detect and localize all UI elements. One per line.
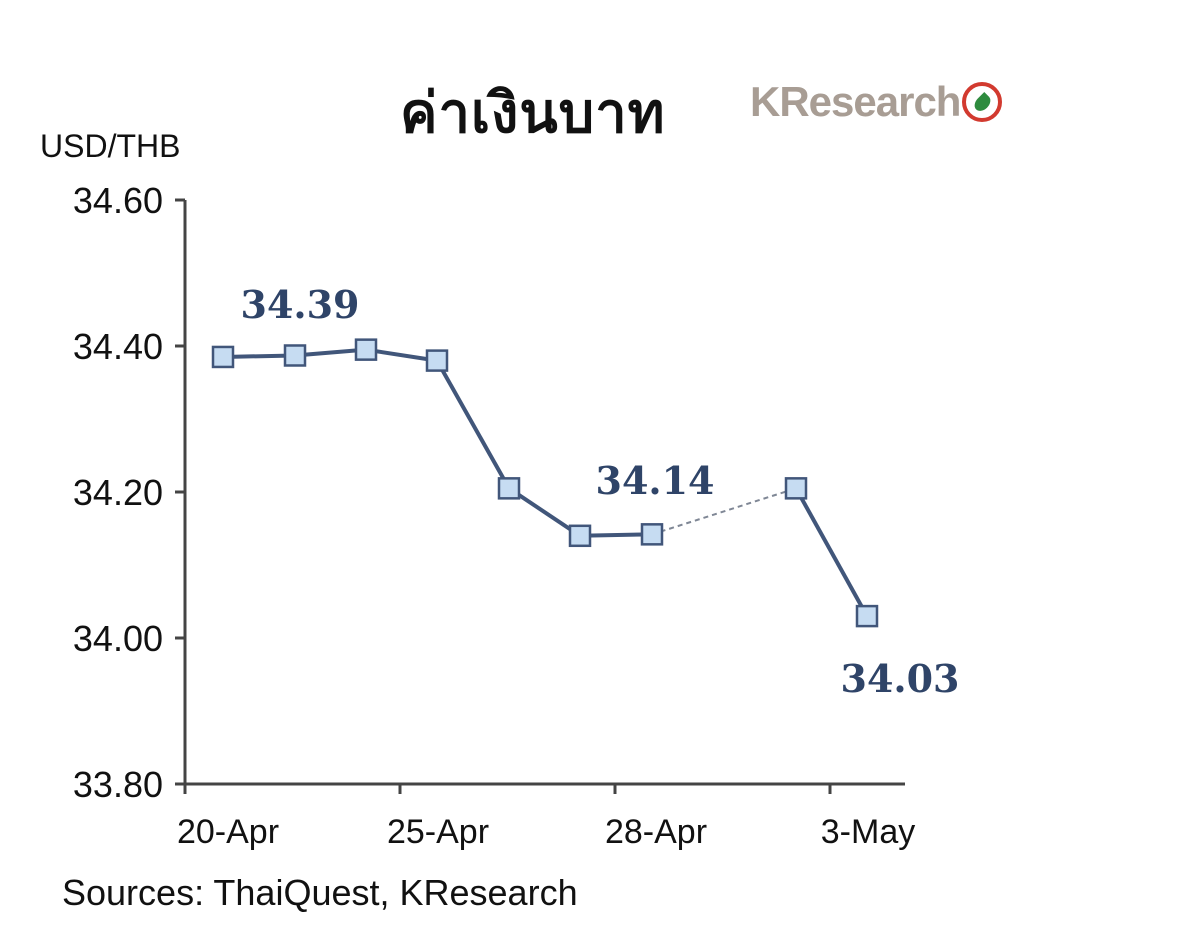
x-tick-label: 25-Apr [387, 813, 489, 851]
data-label: 34.03 [841, 656, 960, 701]
y-tick-label: 34.60 [73, 180, 163, 221]
y-tick-label: 34.20 [73, 472, 163, 513]
kresearch-logo: KResearch [750, 78, 1003, 126]
series-dashed-segment [651, 487, 797, 536]
kbank-leaf-icon [962, 82, 1003, 122]
series-line-segment [435, 359, 511, 490]
y-tick-label: 34.40 [73, 326, 163, 367]
series-line-segment [222, 353, 296, 359]
y-axis-label: USD/THB [40, 128, 181, 164]
data-point-marker [784, 477, 808, 500]
data-point-marker [640, 523, 664, 546]
data-point-marker [283, 344, 307, 367]
source-note: Sources: ThaiQuest, KResearch [62, 872, 578, 913]
logo-text: KResearch [750, 78, 961, 125]
y-tick-label: 33.80 [73, 764, 163, 805]
data-label: 34.39 [241, 282, 360, 327]
data-label: 34.14 [596, 458, 715, 503]
data-point-marker [497, 477, 521, 500]
series-line-segment [794, 487, 869, 618]
y-tick-label: 34.00 [73, 618, 163, 659]
series-line-segment [365, 347, 438, 363]
data-point-marker [354, 338, 378, 361]
data-point-marker [211, 345, 235, 369]
x-tick-label: 20-Apr [177, 813, 279, 851]
data-point-marker [425, 349, 449, 372]
data-point-marker [568, 524, 592, 548]
x-tick-label: 3-May [821, 813, 915, 851]
chart-title: ค่าเงินบาท [400, 81, 666, 146]
data-point-marker [855, 604, 879, 628]
x-tick-label: 28-Apr [605, 813, 707, 851]
series-line-segment [579, 532, 653, 538]
series-line-segment [294, 347, 367, 358]
series-line-segment [507, 486, 582, 538]
